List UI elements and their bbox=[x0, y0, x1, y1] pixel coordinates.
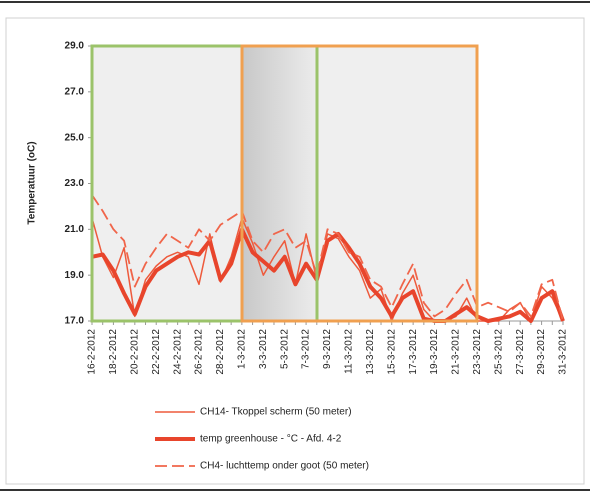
x-tick-label: 22-2-2012 bbox=[151, 329, 162, 375]
x-tick-label: 16-2-2012 bbox=[87, 329, 98, 375]
x-tick-label: 29-3-2012 bbox=[536, 329, 547, 375]
x-tick-label: 15-3-2012 bbox=[386, 329, 397, 375]
x-tick-label: 26-2-2012 bbox=[194, 329, 205, 375]
x-tick-label: 31-3-2012 bbox=[558, 329, 569, 375]
x-tick-label: 3-3-2012 bbox=[258, 329, 269, 369]
y-tick-label: 23.0 bbox=[65, 178, 85, 189]
plot-area: 17.0 19.0 21.0 23.0 25.0 27.0 29.0 16-2-2012 18-… bbox=[65, 41, 569, 375]
chart-frame bbox=[5, 17, 585, 485]
y-tick-label: 21.0 bbox=[65, 224, 85, 235]
x-tick-label: 5-3-2012 bbox=[279, 329, 290, 369]
x-tick-label: 27-3-2012 bbox=[515, 329, 526, 375]
y-axis-label: Temperatuur (oC) bbox=[27, 141, 38, 224]
x-tick-label: 19-3-2012 bbox=[429, 329, 440, 375]
x-tick-label: 11-3-2012 bbox=[344, 329, 355, 374]
series-line bbox=[91, 227, 565, 323]
x-tick-label: 28-2-2012 bbox=[215, 329, 226, 375]
orange-period-box bbox=[240, 44, 479, 323]
x-tick-label: 13-3-2012 bbox=[365, 329, 376, 375]
y-tick-label: 27.0 bbox=[65, 86, 85, 97]
y-tick-label: 19.0 bbox=[65, 270, 85, 281]
x-tick-label: 20-2-2012 bbox=[129, 329, 140, 375]
legend-label: CH14- Tkoppel scherm (50 meter) bbox=[200, 407, 352, 418]
y-tick-label: 29.0 bbox=[65, 41, 85, 52]
x-tick-label: 23-3-2012 bbox=[472, 329, 483, 375]
x-tick-label: 1-3-2012 bbox=[237, 329, 248, 369]
x-tick-label: 21-3-2012 bbox=[451, 329, 462, 375]
y-tick-label: 25.0 bbox=[65, 132, 85, 143]
x-tick-label: 17-3-2012 bbox=[408, 329, 419, 375]
x-tick-label: 9-3-2012 bbox=[322, 329, 333, 369]
x-tick-label: 7-3-2012 bbox=[301, 329, 312, 369]
legend-label: CH4- luchttemp onder goot (50 meter) bbox=[200, 461, 369, 472]
overlap-shade bbox=[242, 46, 317, 321]
x-tick-label: 25-3-2012 bbox=[493, 329, 504, 375]
series-line bbox=[91, 194, 564, 322]
green-period-box bbox=[90, 44, 319, 323]
legend-label: temp greenhouse - °C - Afd. 4-2 bbox=[200, 434, 342, 445]
y-tick-label: 17.0 bbox=[65, 316, 85, 327]
x-tick-label: 24-2-2012 bbox=[172, 329, 183, 375]
x-tick-label: 18-2-2012 bbox=[108, 329, 119, 375]
